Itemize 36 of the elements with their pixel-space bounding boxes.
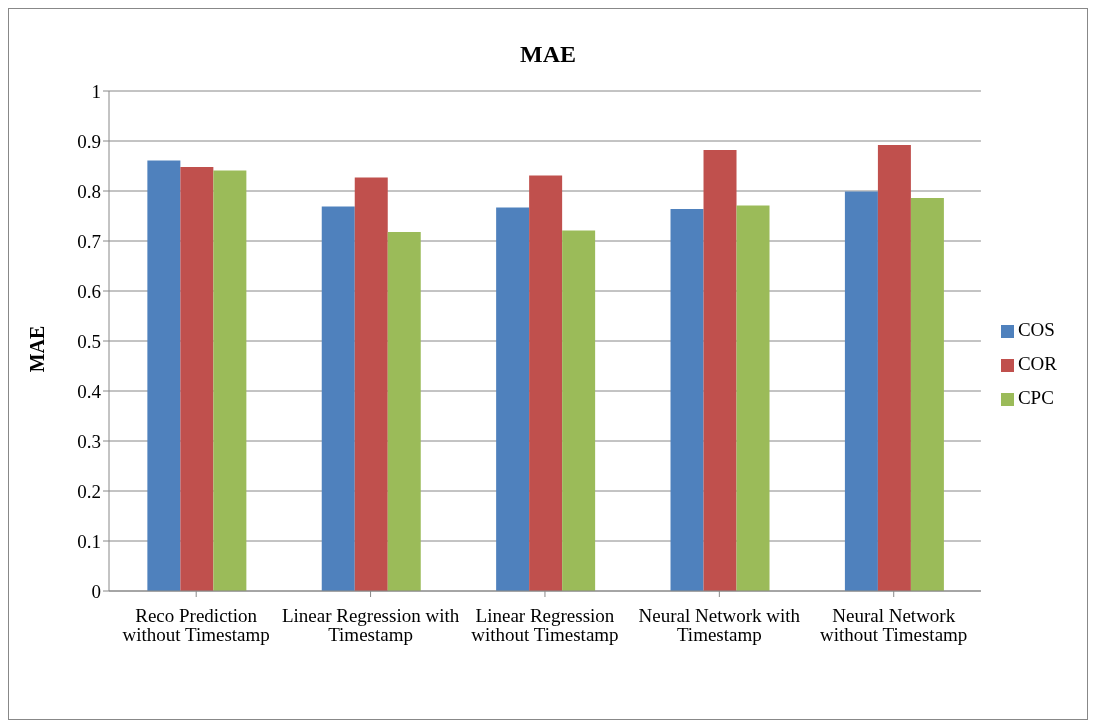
y-tick-label: 0.6 bbox=[77, 280, 101, 302]
bar bbox=[354, 177, 388, 591]
y-tick-label: 0.3 bbox=[77, 430, 101, 452]
y-tick-label: 0 bbox=[91, 580, 101, 602]
x-tick-label: Neural Network with Timestamp bbox=[638, 605, 801, 646]
legend-label: COS bbox=[1017, 319, 1055, 340]
y-tick-label: 0.2 bbox=[77, 480, 101, 502]
bar bbox=[844, 191, 878, 591]
y-tick-label: 0.8 bbox=[77, 180, 101, 202]
legend-label: CPC bbox=[1017, 387, 1054, 408]
bar bbox=[213, 170, 247, 591]
y-tick-label: 0.1 bbox=[77, 530, 101, 552]
bar bbox=[670, 209, 704, 591]
y-axis-title: MAE bbox=[25, 325, 49, 373]
bar bbox=[877, 145, 911, 591]
bar bbox=[387, 232, 421, 591]
bar bbox=[910, 198, 944, 591]
bar bbox=[736, 205, 770, 591]
chart-title: MAE bbox=[519, 41, 577, 68]
y-tick-label: 1 bbox=[91, 80, 101, 102]
x-tick-label: Linear Regression with Timestamp bbox=[281, 605, 460, 646]
bar bbox=[496, 207, 530, 591]
x-tick-label: Neural Network without Timestamp bbox=[820, 605, 968, 646]
y-tick-label: 0.4 bbox=[77, 380, 102, 402]
x-tick-label: Reco Prediction without Timestamp bbox=[122, 605, 270, 646]
y-tick-label: 0.7 bbox=[77, 230, 101, 252]
legend-label: COR bbox=[1017, 353, 1057, 374]
y-tick-label: 0.5 bbox=[77, 330, 101, 352]
bar bbox=[321, 206, 355, 591]
bar bbox=[703, 150, 737, 591]
bar bbox=[562, 230, 596, 591]
bar bbox=[529, 175, 563, 591]
y-tick-label: 0.9 bbox=[77, 130, 101, 152]
x-tick-label: Linear Regression without Timestamp bbox=[471, 605, 619, 646]
bar bbox=[147, 160, 181, 591]
bar bbox=[180, 167, 214, 591]
